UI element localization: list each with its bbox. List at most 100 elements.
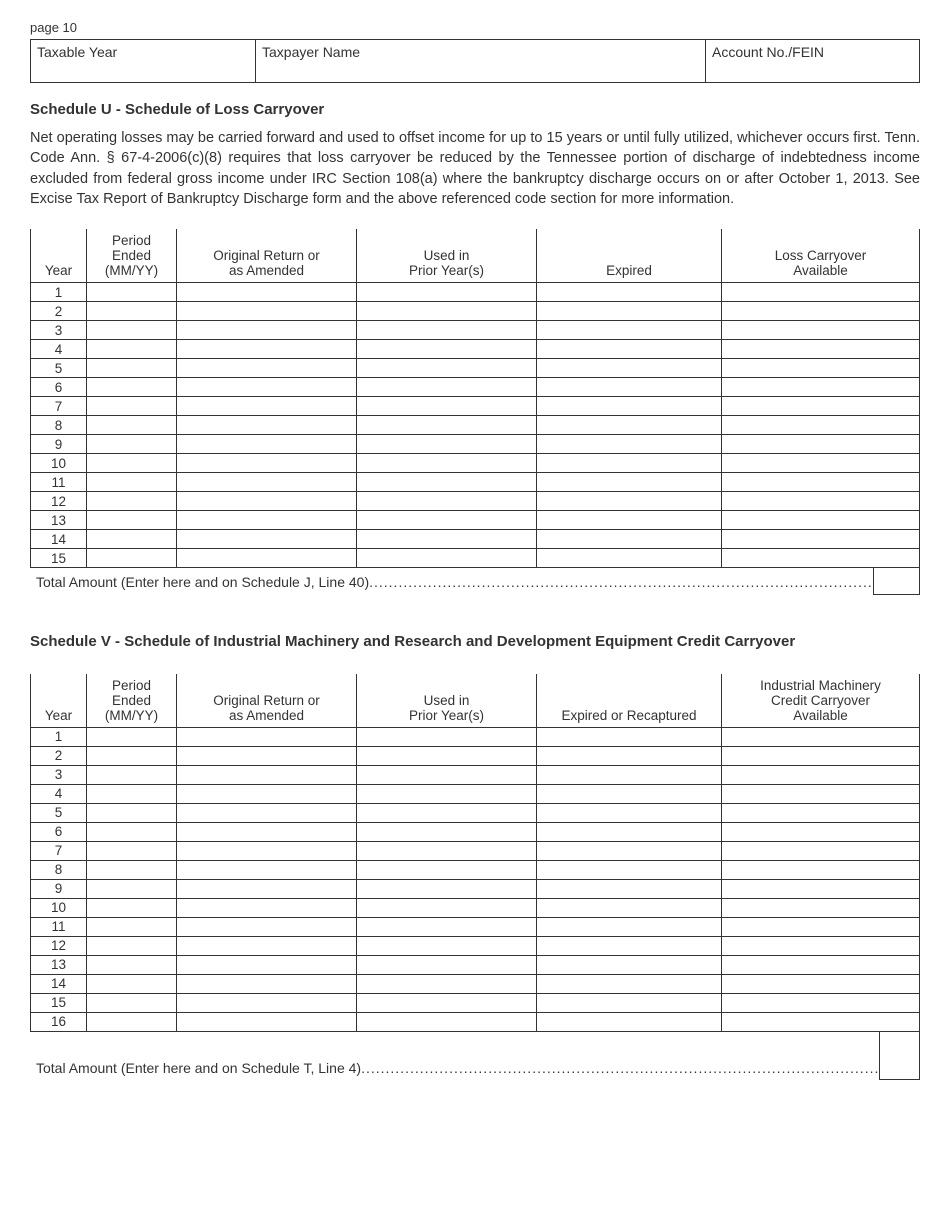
data-cell[interactable] xyxy=(722,727,920,746)
data-cell[interactable] xyxy=(87,917,177,936)
data-cell[interactable] xyxy=(177,822,357,841)
data-cell[interactable] xyxy=(537,378,722,397)
data-cell[interactable] xyxy=(87,898,177,917)
data-cell[interactable] xyxy=(722,784,920,803)
data-cell[interactable] xyxy=(537,473,722,492)
data-cell[interactable] xyxy=(537,936,722,955)
data-cell[interactable] xyxy=(357,321,537,340)
data-cell[interactable] xyxy=(87,530,177,549)
data-cell[interactable] xyxy=(357,492,537,511)
data-cell[interactable] xyxy=(357,378,537,397)
data-cell[interactable] xyxy=(177,549,357,568)
data-cell[interactable] xyxy=(87,993,177,1012)
taxpayer-name-cell[interactable]: Taxpayer Name xyxy=(256,40,706,83)
data-cell[interactable] xyxy=(177,321,357,340)
data-cell[interactable] xyxy=(177,936,357,955)
data-cell[interactable] xyxy=(537,359,722,378)
data-cell[interactable] xyxy=(722,454,920,473)
data-cell[interactable] xyxy=(722,549,920,568)
data-cell[interactable] xyxy=(357,511,537,530)
data-cell[interactable] xyxy=(357,435,537,454)
data-cell[interactable] xyxy=(87,492,177,511)
data-cell[interactable] xyxy=(537,340,722,359)
data-cell[interactable] xyxy=(177,473,357,492)
data-cell[interactable] xyxy=(722,416,920,435)
data-cell[interactable] xyxy=(722,955,920,974)
data-cell[interactable] xyxy=(537,974,722,993)
data-cell[interactable] xyxy=(537,727,722,746)
data-cell[interactable] xyxy=(177,1012,357,1031)
data-cell[interactable] xyxy=(177,530,357,549)
data-cell[interactable] xyxy=(537,416,722,435)
total-box[interactable] xyxy=(880,1032,920,1080)
data-cell[interactable] xyxy=(357,917,537,936)
data-cell[interactable] xyxy=(357,803,537,822)
data-cell[interactable] xyxy=(537,435,722,454)
data-cell[interactable] xyxy=(177,492,357,511)
data-cell[interactable] xyxy=(722,765,920,784)
data-cell[interactable] xyxy=(87,746,177,765)
data-cell[interactable] xyxy=(357,549,537,568)
data-cell[interactable] xyxy=(177,454,357,473)
data-cell[interactable] xyxy=(357,955,537,974)
data-cell[interactable] xyxy=(722,746,920,765)
data-cell[interactable] xyxy=(87,549,177,568)
data-cell[interactable] xyxy=(87,841,177,860)
data-cell[interactable] xyxy=(357,974,537,993)
data-cell[interactable] xyxy=(537,860,722,879)
data-cell[interactable] xyxy=(357,340,537,359)
data-cell[interactable] xyxy=(722,530,920,549)
data-cell[interactable] xyxy=(177,993,357,1012)
data-cell[interactable] xyxy=(722,974,920,993)
data-cell[interactable] xyxy=(722,340,920,359)
data-cell[interactable] xyxy=(87,1012,177,1031)
data-cell[interactable] xyxy=(357,454,537,473)
data-cell[interactable] xyxy=(537,822,722,841)
data-cell[interactable] xyxy=(537,283,722,302)
data-cell[interactable] xyxy=(537,454,722,473)
data-cell[interactable] xyxy=(87,302,177,321)
data-cell[interactable] xyxy=(357,283,537,302)
data-cell[interactable] xyxy=(722,917,920,936)
data-cell[interactable] xyxy=(87,454,177,473)
data-cell[interactable] xyxy=(357,359,537,378)
data-cell[interactable] xyxy=(722,321,920,340)
data-cell[interactable] xyxy=(537,955,722,974)
data-cell[interactable] xyxy=(537,397,722,416)
data-cell[interactable] xyxy=(87,378,177,397)
data-cell[interactable] xyxy=(357,746,537,765)
data-cell[interactable] xyxy=(722,860,920,879)
data-cell[interactable] xyxy=(357,727,537,746)
data-cell[interactable] xyxy=(357,473,537,492)
data-cell[interactable] xyxy=(357,1012,537,1031)
data-cell[interactable] xyxy=(87,955,177,974)
data-cell[interactable] xyxy=(177,917,357,936)
data-cell[interactable] xyxy=(177,416,357,435)
data-cell[interactable] xyxy=(177,955,357,974)
data-cell[interactable] xyxy=(177,784,357,803)
data-cell[interactable] xyxy=(87,879,177,898)
data-cell[interactable] xyxy=(357,936,537,955)
data-cell[interactable] xyxy=(357,841,537,860)
data-cell[interactable] xyxy=(177,511,357,530)
data-cell[interactable] xyxy=(87,803,177,822)
data-cell[interactable] xyxy=(357,822,537,841)
data-cell[interactable] xyxy=(537,765,722,784)
data-cell[interactable] xyxy=(87,473,177,492)
data-cell[interactable] xyxy=(537,492,722,511)
data-cell[interactable] xyxy=(87,435,177,454)
data-cell[interactable] xyxy=(87,340,177,359)
taxable-year-cell[interactable]: Taxable Year xyxy=(31,40,256,83)
data-cell[interactable] xyxy=(357,898,537,917)
data-cell[interactable] xyxy=(722,822,920,841)
data-cell[interactable] xyxy=(537,530,722,549)
data-cell[interactable] xyxy=(87,860,177,879)
data-cell[interactable] xyxy=(87,936,177,955)
data-cell[interactable] xyxy=(722,492,920,511)
data-cell[interactable] xyxy=(722,898,920,917)
data-cell[interactable] xyxy=(722,841,920,860)
data-cell[interactable] xyxy=(537,917,722,936)
data-cell[interactable] xyxy=(87,359,177,378)
account-cell[interactable]: Account No./FEIN xyxy=(706,40,920,83)
data-cell[interactable] xyxy=(87,727,177,746)
